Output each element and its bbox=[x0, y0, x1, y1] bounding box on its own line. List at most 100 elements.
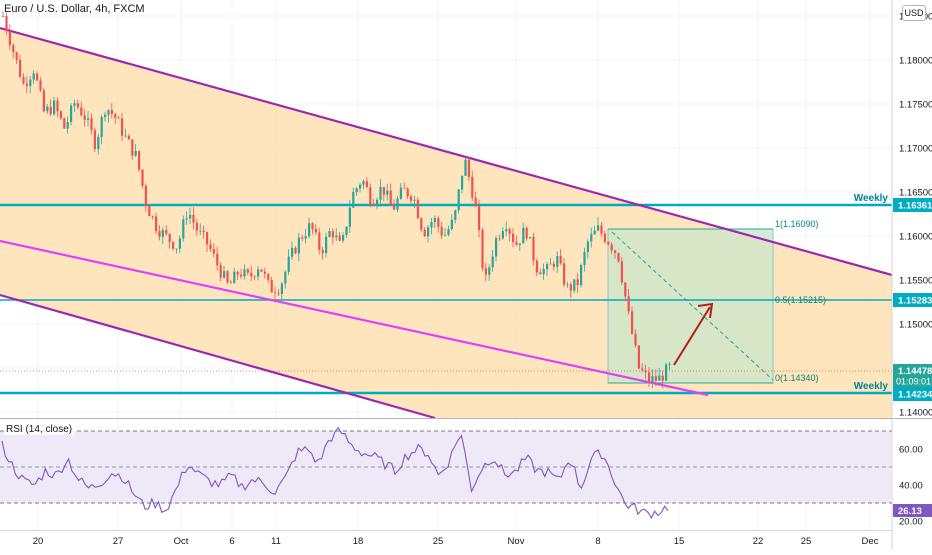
candle-body bbox=[668, 363, 671, 365]
candle-body bbox=[382, 186, 385, 195]
candle-body bbox=[535, 260, 538, 273]
rsi-value-badge bbox=[893, 504, 932, 517]
candle-body bbox=[593, 230, 596, 235]
candle-body bbox=[563, 263, 566, 285]
candle-body bbox=[36, 73, 39, 81]
candle-body bbox=[393, 204, 396, 210]
candle-body bbox=[501, 231, 504, 239]
price-tick-label-2: 1.17500 bbox=[899, 100, 932, 111]
candle-body bbox=[131, 139, 134, 156]
fib-label-top: 1(1.16090) bbox=[775, 219, 819, 229]
candle-body bbox=[580, 265, 583, 286]
symbol-title[interactable]: Euro / U.S. Dollar, 4h, FXCM bbox=[4, 3, 145, 15]
candle-body bbox=[172, 241, 175, 249]
candle-body bbox=[603, 233, 606, 242]
candle-body bbox=[195, 222, 198, 231]
candle-body bbox=[512, 233, 515, 243]
channel-lower-line[interactable] bbox=[0, 293, 436, 420]
candle-body bbox=[542, 269, 545, 275]
candle-body bbox=[597, 225, 600, 231]
fib-retracement-box[interactable] bbox=[607, 228, 774, 384]
candle-body bbox=[165, 230, 168, 234]
candle-body bbox=[481, 230, 484, 269]
time-tick-label-3: 6 bbox=[229, 536, 234, 547]
candle-body bbox=[257, 269, 260, 277]
price-axis-ticks[interactable]: 1.185001.180001.175001.170001.165001.160… bbox=[899, 12, 932, 419]
candle-body bbox=[484, 268, 487, 275]
candle-body bbox=[461, 175, 464, 190]
candle-body bbox=[437, 218, 440, 227]
prediction-arrow-head bbox=[697, 302, 714, 319]
candle-body bbox=[379, 186, 382, 200]
candle-body bbox=[335, 235, 338, 238]
candle-body bbox=[355, 188, 358, 193]
rsi-indicator-label[interactable]: RSI (14, close) bbox=[4, 424, 75, 435]
price-tick-label-9: 1.14000 bbox=[899, 408, 932, 419]
candle-body bbox=[525, 227, 528, 239]
candle-body bbox=[549, 263, 552, 265]
candle-body bbox=[117, 117, 120, 119]
candle-body bbox=[260, 269, 263, 272]
candle-body bbox=[308, 223, 311, 237]
magenta-trend-line[interactable] bbox=[0, 239, 709, 397]
prediction-arrow-line[interactable] bbox=[673, 306, 711, 366]
time-axis-ticks[interactable]: 20 27 Oct 6 11 18 25 Nov 8 15 22 25 Dec bbox=[33, 536, 879, 547]
weekly-lower-price-badge bbox=[893, 387, 932, 401]
candle-body bbox=[294, 247, 297, 254]
price-tick-label-1: 1.18000 bbox=[899, 56, 932, 67]
weekly-lower-price-text: 1.14234 bbox=[898, 390, 932, 401]
price-tick-label-5: 1.16000 bbox=[899, 232, 932, 243]
candle-body bbox=[338, 235, 341, 241]
candle-body bbox=[192, 214, 195, 223]
candle-body bbox=[301, 237, 304, 239]
candle-body bbox=[274, 292, 277, 294]
candle-body bbox=[243, 269, 246, 277]
candle-body bbox=[127, 135, 130, 140]
candle-body bbox=[2, 16, 5, 17]
candle-body bbox=[376, 199, 379, 206]
candle-body bbox=[270, 279, 273, 293]
candle-body bbox=[556, 256, 559, 267]
candle-body bbox=[87, 118, 90, 120]
candle-body bbox=[627, 296, 630, 312]
candle-body bbox=[182, 219, 185, 239]
candle-body bbox=[641, 368, 644, 371]
fib-label-mid: 0.5(1.15215) bbox=[775, 295, 826, 305]
candle-body bbox=[219, 265, 222, 278]
candle-body bbox=[651, 376, 654, 383]
channel-upper-line[interactable] bbox=[0, 26, 893, 277]
time-tick-label-2: Oct bbox=[174, 536, 189, 547]
chart-header: Euro / U.S. Dollar, 4h, FXCM bbox=[4, 3, 145, 15]
candle-body bbox=[607, 241, 610, 245]
candle-body bbox=[403, 187, 406, 189]
candle-body bbox=[304, 236, 307, 239]
candle-body bbox=[314, 228, 317, 233]
candle-body bbox=[93, 130, 96, 150]
candle-body bbox=[15, 52, 18, 60]
candle-body bbox=[134, 150, 137, 156]
rsi-tick-label-2: 20.00 bbox=[899, 517, 923, 528]
candle-body bbox=[440, 226, 443, 236]
currency-badge[interactable]: USD bbox=[902, 5, 926, 21]
price-tick-label-6: 1.15500 bbox=[899, 276, 932, 287]
candle-body bbox=[348, 207, 351, 227]
candle-body bbox=[522, 227, 525, 244]
mid-price-badge bbox=[893, 293, 932, 307]
candle-body bbox=[12, 45, 15, 53]
candle-body bbox=[144, 185, 147, 206]
candle-body bbox=[331, 231, 334, 238]
candle-body bbox=[386, 190, 389, 195]
candle-body bbox=[141, 169, 144, 186]
candle-body bbox=[583, 252, 586, 266]
candle-body bbox=[423, 229, 426, 237]
rsi-tick-label-1: 40.00 bbox=[899, 481, 923, 492]
candle-body bbox=[267, 273, 270, 280]
weekly-upper-price-badge bbox=[893, 198, 932, 212]
current-price-countdown: 01:09:01 bbox=[896, 377, 931, 387]
candle-body bbox=[559, 256, 562, 264]
candle-body bbox=[372, 203, 375, 206]
candle-body bbox=[297, 237, 300, 254]
candle-body bbox=[552, 263, 555, 267]
